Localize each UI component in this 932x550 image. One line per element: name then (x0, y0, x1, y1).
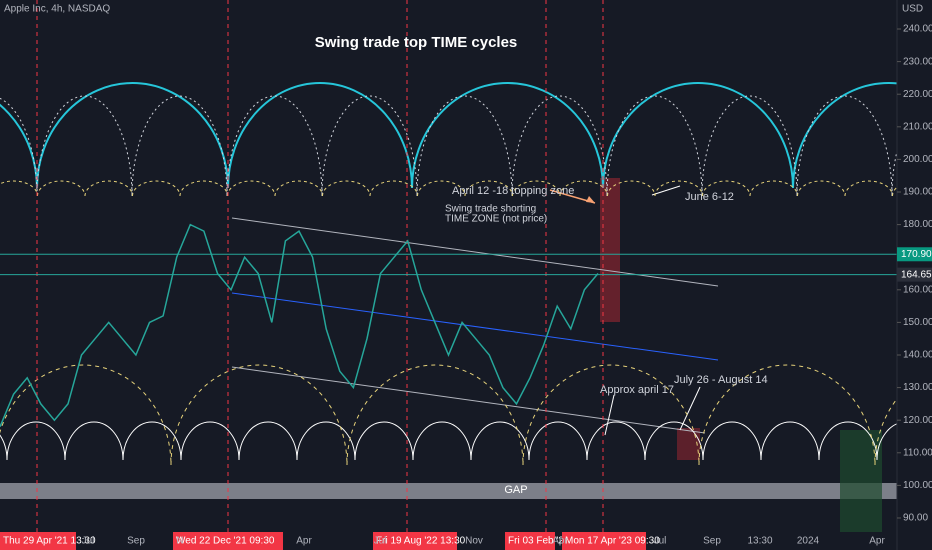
x-tick-label: Jul (654, 536, 667, 547)
date-label: Mon 17 Apr '23 09:30 (565, 536, 660, 547)
annotation: July 26 - August 14 (674, 374, 768, 386)
price-label: 164.65 (901, 269, 932, 280)
annotation: June 6-12 (685, 191, 734, 203)
annotation: TIME ZONE (not price) (445, 214, 547, 225)
drawings (0, 0, 897, 532)
y-tick-label: 220.00 (903, 89, 932, 100)
x-tick-label: Apr (869, 536, 885, 547)
annotation: Swing trade shorting (445, 204, 536, 215)
price-label-bg (897, 247, 932, 262)
x-tick-label: Sep (703, 536, 721, 547)
annotation: Approx april 17 (600, 384, 674, 396)
date-label-bg (0, 532, 76, 550)
cycle-arc (0, 364, 897, 466)
y-tick-label: 120.00 (903, 415, 932, 426)
date-label-bg (505, 532, 555, 550)
annotation: GAP (504, 484, 527, 496)
trend-line (231, 292, 719, 361)
cycle-arc (602, 82, 794, 189)
cycle-arc (0, 103, 38, 189)
cycle-arc (411, 82, 604, 189)
arrow-head (586, 196, 595, 203)
y-tick-label: 90.00 (903, 513, 928, 524)
date-label: Wed 22 Dec '21 09:30 (176, 536, 275, 547)
date-label-bg (562, 532, 646, 550)
y-tick-label: 130.00 (903, 382, 932, 393)
y-tick-label: 140.00 (903, 350, 932, 361)
y-tick-label: 180.00 (903, 219, 932, 230)
arrow (604, 394, 615, 436)
x-tick-label: N (176, 536, 183, 547)
annotation: April 12 -18 topping zone (452, 185, 574, 197)
cycle-arc (0, 180, 897, 197)
cycle-arc (0, 421, 897, 461)
x-tick-label: 13:30 (747, 536, 772, 547)
price-line (0, 223, 599, 427)
arrow (679, 386, 701, 431)
symbol-header: Apple Inc, 4h, NASDAQ (4, 4, 110, 15)
y-tick-label: 240.00 (903, 24, 932, 35)
y-tick-label: 190.00 (903, 187, 932, 198)
x-tick-label: 2024 (797, 536, 820, 547)
y-tick-label: 210.00 (903, 121, 932, 132)
x-tick-label: Nov (465, 536, 483, 547)
x-tick-label: Apr (296, 536, 312, 547)
x-tick-label: Sep (127, 536, 145, 547)
cycle-arc (36, 82, 229, 189)
price-label: 170.90 (901, 249, 932, 260)
time-zone (600, 178, 620, 322)
date-label: Fri 03 Feb '23 (508, 536, 570, 547)
x-tick-label: Jul (374, 536, 387, 547)
date-label: Fri 19 Aug '22 13:30 (376, 536, 466, 547)
x-tick-label: Jul (82, 536, 95, 547)
date-label-bg (173, 532, 283, 550)
y-tick-label: 110.00 (903, 447, 932, 458)
cycle-arc (227, 82, 413, 189)
arrow (651, 185, 681, 196)
y-tick-label: 160.00 (903, 284, 932, 295)
cycle-arc (792, 82, 897, 189)
y-tick-label: 200.00 (903, 154, 932, 165)
date-label-bg (373, 532, 457, 550)
currency: USD (902, 4, 923, 15)
y-tick-label: 150.00 (903, 317, 932, 328)
x-tick-label: Apr (552, 536, 568, 547)
chart-title: Swing trade top TIME cycles (315, 34, 518, 51)
y-tick-label: 100.00 (903, 480, 932, 491)
y-tick-label: 230.00 (903, 56, 932, 67)
price-label-bg (897, 267, 932, 282)
time-zone (840, 430, 882, 532)
gap-band (0, 483, 897, 499)
time-zone (677, 428, 700, 460)
date-label: Thu 29 Apr '21 13:30 (3, 536, 96, 547)
trend-line (231, 366, 706, 434)
